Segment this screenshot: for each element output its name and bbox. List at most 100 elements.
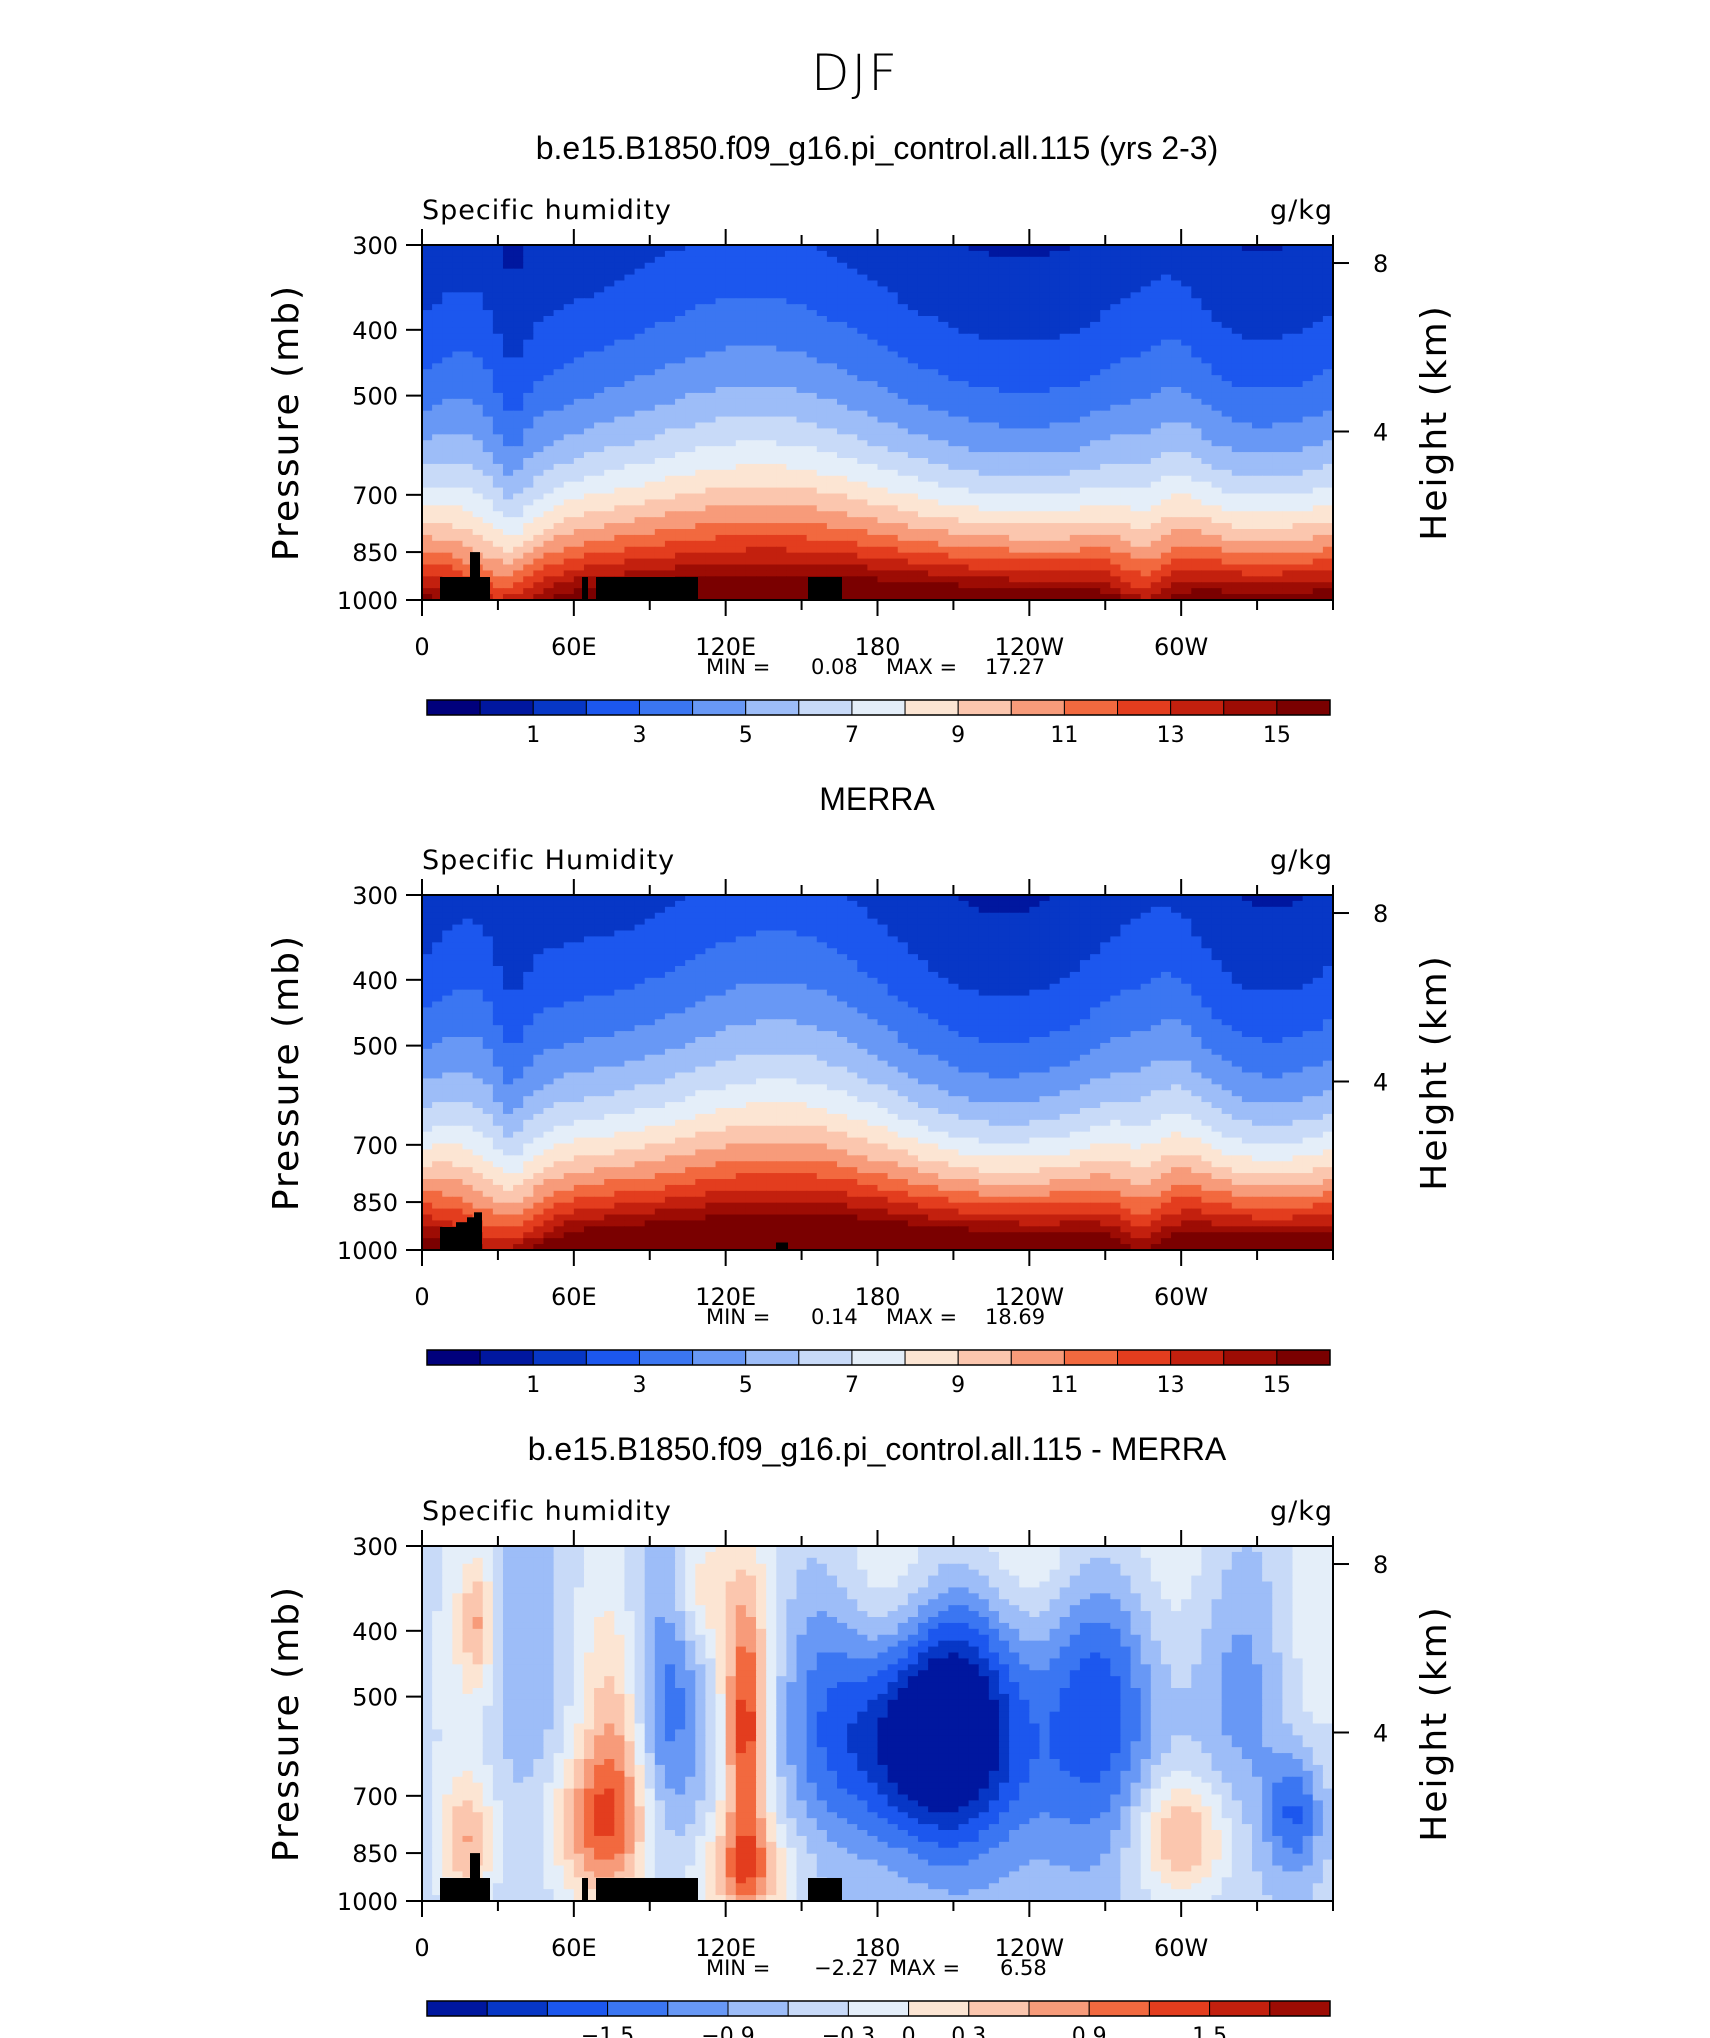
contour-cell bbox=[887, 463, 899, 471]
contour-cell bbox=[462, 434, 474, 441]
contour-cell bbox=[1241, 552, 1253, 560]
contour-cell bbox=[513, 410, 524, 418]
contour-cell bbox=[563, 292, 575, 299]
contour-cell bbox=[1150, 475, 1162, 483]
contour-cell bbox=[998, 552, 1010, 560]
contour-cell bbox=[867, 351, 879, 359]
contour-cell bbox=[1120, 333, 1132, 341]
contour-cell bbox=[735, 564, 747, 572]
contour-cell bbox=[1019, 274, 1030, 282]
contour-cell bbox=[816, 387, 828, 394]
contour-cell bbox=[897, 304, 909, 311]
contour-cell bbox=[462, 398, 474, 406]
contour-cell bbox=[583, 256, 595, 264]
contour-cell bbox=[1272, 310, 1283, 317]
contour-cell bbox=[1221, 511, 1233, 518]
contour-cell bbox=[604, 404, 615, 412]
contour-cell bbox=[1171, 327, 1182, 335]
contour-cell bbox=[796, 523, 808, 530]
contour-cell bbox=[573, 262, 585, 270]
contour-cell bbox=[1079, 357, 1091, 364]
contour-cell bbox=[1302, 564, 1314, 572]
contour-cell bbox=[634, 345, 646, 353]
contour-cell bbox=[644, 381, 656, 388]
contour-cell bbox=[422, 422, 433, 430]
contour-cell bbox=[1181, 250, 1192, 258]
contour-cell bbox=[1150, 250, 1162, 258]
contour-cell bbox=[998, 493, 1010, 501]
contour-cell bbox=[1272, 351, 1283, 359]
contour-cell bbox=[1130, 339, 1142, 347]
contour-cell bbox=[1120, 540, 1132, 548]
contour-cell bbox=[492, 410, 504, 418]
contour-cell bbox=[1009, 316, 1020, 323]
contour-cell bbox=[644, 363, 656, 370]
contour-cell bbox=[492, 304, 504, 311]
contour-cell bbox=[675, 552, 686, 560]
contour-cell bbox=[745, 446, 757, 453]
contour-cell bbox=[847, 310, 858, 317]
contour-cell bbox=[583, 487, 595, 495]
contour-cell bbox=[513, 475, 524, 483]
contour-cell bbox=[624, 434, 636, 441]
contour-cell bbox=[1100, 416, 1111, 424]
contour-cell bbox=[594, 268, 605, 276]
contour-cell bbox=[614, 564, 626, 572]
contour-cell bbox=[452, 511, 464, 518]
contour-cell bbox=[1201, 534, 1213, 542]
contour-cell bbox=[664, 321, 676, 329]
contour-cell bbox=[1252, 469, 1263, 477]
contour-cell bbox=[816, 552, 828, 560]
contour-cell bbox=[715, 398, 727, 406]
contour-cell bbox=[1262, 250, 1273, 258]
contour-cell bbox=[1160, 552, 1172, 560]
contour-cell bbox=[1292, 546, 1304, 554]
contour-cell bbox=[1191, 558, 1203, 566]
contour-cell bbox=[1302, 481, 1314, 489]
contour-cell bbox=[502, 452, 514, 459]
contour-cell bbox=[442, 274, 453, 282]
contour-cell bbox=[826, 339, 838, 347]
contour-cell bbox=[685, 493, 696, 501]
contour-cell bbox=[604, 534, 615, 542]
contour-cell bbox=[654, 286, 666, 293]
contour-cell bbox=[1181, 321, 1192, 329]
contour-cell bbox=[1120, 511, 1132, 518]
contour-cell bbox=[583, 481, 595, 489]
contour-cell bbox=[1191, 552, 1203, 560]
contour-cell bbox=[1302, 422, 1314, 430]
contour-cell bbox=[675, 363, 686, 370]
contour-cell bbox=[1130, 245, 1142, 252]
contour-cell bbox=[907, 286, 919, 293]
contour-cell bbox=[654, 570, 666, 577]
contour-cell bbox=[756, 333, 767, 341]
contour-cell bbox=[1171, 250, 1182, 258]
contour-cell bbox=[573, 256, 585, 264]
contour-cell bbox=[1120, 245, 1132, 252]
contour-cell bbox=[452, 392, 464, 400]
contour-cell bbox=[968, 552, 980, 560]
contour-cell bbox=[1079, 523, 1091, 530]
contour-cell bbox=[1292, 540, 1304, 548]
contour-cell bbox=[1282, 268, 1294, 276]
contour-cell bbox=[644, 245, 656, 252]
contour-cell bbox=[806, 398, 818, 406]
contour-cell bbox=[654, 280, 666, 288]
contour-cell bbox=[1079, 434, 1091, 441]
contour-cell bbox=[1201, 298, 1213, 305]
contour-cell bbox=[968, 357, 980, 364]
contour-cell bbox=[1312, 422, 1324, 430]
contour-cell bbox=[1171, 475, 1182, 483]
contour-cell bbox=[1069, 481, 1081, 489]
contour-cell bbox=[422, 517, 433, 524]
contour-cell bbox=[1140, 262, 1152, 270]
contour-cell bbox=[543, 375, 555, 382]
contour-cell bbox=[887, 452, 899, 459]
contour-cell bbox=[1322, 505, 1334, 512]
contour-cell bbox=[1252, 256, 1263, 264]
contour-cell bbox=[1252, 250, 1263, 258]
contour-cell bbox=[1262, 256, 1273, 264]
contour-cell bbox=[968, 392, 980, 400]
contour-cell bbox=[513, 357, 524, 364]
contour-cell bbox=[685, 540, 696, 548]
